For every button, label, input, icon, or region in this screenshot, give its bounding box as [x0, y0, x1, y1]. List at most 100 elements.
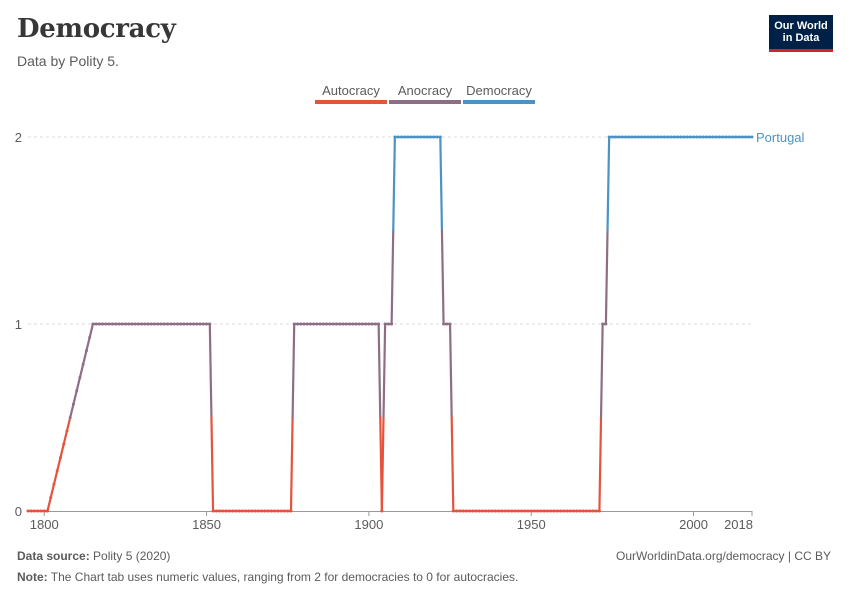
data-point — [500, 509, 504, 513]
series-segment — [377, 322, 382, 419]
data-point — [120, 322, 124, 326]
series-segment — [439, 135, 444, 232]
data-point — [364, 322, 368, 326]
data-point — [682, 135, 686, 139]
data-point — [198, 322, 202, 326]
data-point — [390, 322, 394, 326]
data-point — [91, 322, 95, 326]
data-point — [523, 509, 527, 513]
data-point — [640, 135, 644, 139]
data-point — [669, 135, 673, 139]
data-source-value[interactable]: Polity 5 (2020) — [93, 549, 171, 563]
data-point — [494, 509, 498, 513]
data-point — [302, 322, 306, 326]
data-point — [399, 135, 403, 139]
data-point — [42, 509, 46, 513]
data-point — [481, 509, 485, 513]
data-point — [328, 322, 332, 326]
data-point — [614, 135, 618, 139]
data-point — [52, 482, 56, 486]
data-point — [208, 322, 212, 326]
data-point — [695, 135, 699, 139]
series-segment — [46, 416, 72, 513]
series-segment — [380, 416, 385, 513]
data-point — [357, 322, 361, 326]
data-point — [568, 509, 572, 513]
data-point — [532, 509, 536, 513]
data-point — [250, 509, 254, 513]
data-point — [675, 135, 679, 139]
chart-title: Democracy — [17, 14, 176, 44]
chart-note: Note: The Chart tab uses numeric values,… — [17, 570, 518, 584]
legend-bar-democracy — [463, 100, 535, 104]
data-point — [513, 509, 517, 513]
data-point — [231, 509, 235, 513]
series-segment — [598, 416, 603, 513]
data-point — [497, 509, 501, 513]
data-point — [295, 322, 299, 326]
data-point — [643, 135, 647, 139]
data-point — [237, 509, 241, 513]
data-point — [341, 322, 345, 326]
series-segment — [606, 135, 611, 232]
data-point — [143, 322, 147, 326]
data-point — [432, 135, 436, 139]
data-point — [698, 135, 702, 139]
source-url[interactable]: OurWorldinData.org/democracy | CC BY — [616, 549, 831, 563]
data-point — [218, 509, 222, 513]
legend-bar-autocracy — [315, 100, 387, 104]
data-point — [636, 135, 640, 139]
series-segment — [599, 322, 604, 419]
data-point — [36, 509, 40, 513]
data-point — [94, 322, 98, 326]
data-point — [468, 509, 472, 513]
data-point — [516, 509, 520, 513]
data-point — [688, 135, 692, 139]
y-tick-label-1: 1 — [15, 317, 22, 332]
data-point — [367, 322, 371, 326]
series-segment — [392, 135, 396, 232]
data-point — [383, 322, 387, 326]
owid-logo[interactable]: Our World in Data — [769, 15, 833, 52]
data-point — [403, 135, 407, 139]
data-point — [607, 135, 611, 139]
data-point — [721, 135, 725, 139]
series-segment — [440, 229, 445, 326]
data-point — [558, 509, 562, 513]
data-point — [321, 322, 325, 326]
data-point — [97, 322, 101, 326]
data-point — [123, 322, 127, 326]
series-label: Portugal — [756, 130, 805, 145]
data-point — [591, 509, 595, 513]
data-point — [227, 509, 231, 513]
series-segment — [289, 416, 294, 513]
series-segment — [69, 322, 95, 419]
data-point — [234, 509, 238, 513]
y-tick-label-0: 0 — [15, 504, 22, 519]
data-point — [588, 509, 592, 513]
data-point — [81, 362, 85, 366]
legend-label-anocracy: Anocracy — [398, 83, 453, 98]
data-point — [539, 509, 543, 513]
series-segment — [604, 229, 609, 326]
data-point — [221, 509, 225, 513]
data-point — [744, 135, 748, 139]
data-point — [114, 322, 118, 326]
data-point — [263, 509, 267, 513]
data-point — [247, 509, 251, 513]
series-segment — [390, 229, 395, 326]
logo-line-2: in Data — [782, 32, 820, 44]
data-point — [455, 509, 459, 513]
data-point — [438, 135, 442, 139]
data-point — [555, 509, 559, 513]
data-point — [545, 509, 549, 513]
data-point — [315, 322, 319, 326]
data-point — [692, 135, 696, 139]
data-point — [153, 322, 157, 326]
data-point — [419, 135, 423, 139]
data-point — [679, 135, 683, 139]
data-point — [162, 322, 166, 326]
data-point — [422, 135, 426, 139]
data-point — [71, 402, 75, 406]
